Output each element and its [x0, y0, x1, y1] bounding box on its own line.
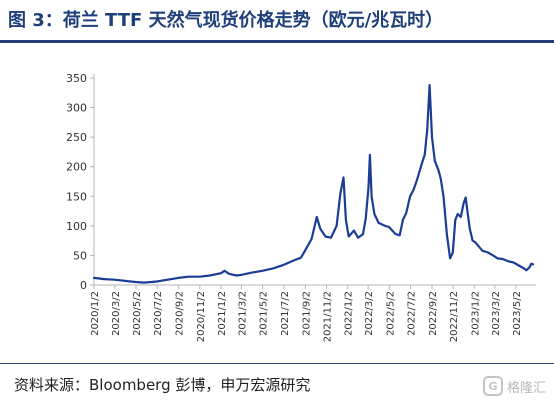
x-tick-label: 2021/9/2	[301, 291, 312, 336]
x-tick-label: 2020/5/2	[132, 291, 143, 336]
x-tick-label: 2022/3/2	[364, 291, 375, 336]
x-tick-label: 2023/1/2	[470, 291, 481, 336]
y-tick-label: 250	[66, 131, 87, 144]
series-line-ttf	[92, 83, 535, 284]
x-tick-label: 2022/7/2	[406, 291, 417, 336]
x-tick-label: 2021/7/2	[280, 291, 291, 336]
y-tick-label: 150	[66, 190, 87, 203]
x-tick-label: 2021/1/2	[217, 291, 228, 336]
y-tick-label: 0	[80, 279, 87, 292]
watermark-logo-icon: G	[482, 376, 503, 396]
x-tick-label: 2020/3/2	[111, 291, 122, 336]
series-group	[92, 83, 535, 284]
x-tick-label: 2023/5/2	[512, 291, 523, 336]
y-tick-label: 350	[66, 72, 87, 85]
x-tick-label: 2022/11/2	[449, 291, 460, 342]
y-tick-label: 300	[66, 102, 87, 115]
x-tick-label: 2022/1/2	[344, 291, 355, 336]
x-axis: 2020/1/2 2020/3/2 2020/5/2 2020/7/2 2020/9/2…	[90, 284, 536, 342]
x-tick-label: 2021/5/2	[259, 291, 270, 336]
x-tick-label: 2021/3/2	[237, 291, 248, 336]
y-axis: 0 50 100 150 200 250 300 350	[66, 72, 95, 292]
footer-divider	[0, 363, 554, 364]
x-tick-label: 2021/11/2	[323, 291, 334, 342]
x-tick-label: 2022/9/2	[428, 291, 439, 336]
chart-title: 图 3：荷兰 TTF 天然气现货价格走势（欧元/兆瓦时）	[8, 10, 444, 31]
watermark: G 格隆汇	[482, 376, 546, 396]
y-tick-label: 200	[66, 161, 87, 174]
y-tick-label: 50	[73, 249, 87, 262]
x-tick-label: 2020/11/2	[196, 291, 207, 342]
x-tick-label: 2020/7/2	[153, 291, 164, 336]
title-divider	[0, 40, 554, 43]
x-tick-label: 2022/5/2	[385, 291, 396, 336]
source-note: 资料来源：Bloomberg 彭博，申万宏源研究	[14, 376, 311, 394]
x-tick-label: 2023/3/2	[491, 291, 502, 336]
x-tick-label: 2020/1/2	[90, 291, 101, 336]
y-tick-label: 100	[66, 220, 87, 233]
x-tick-label: 2020/9/2	[175, 291, 186, 336]
watermark-text: 格隆汇	[506, 380, 546, 396]
